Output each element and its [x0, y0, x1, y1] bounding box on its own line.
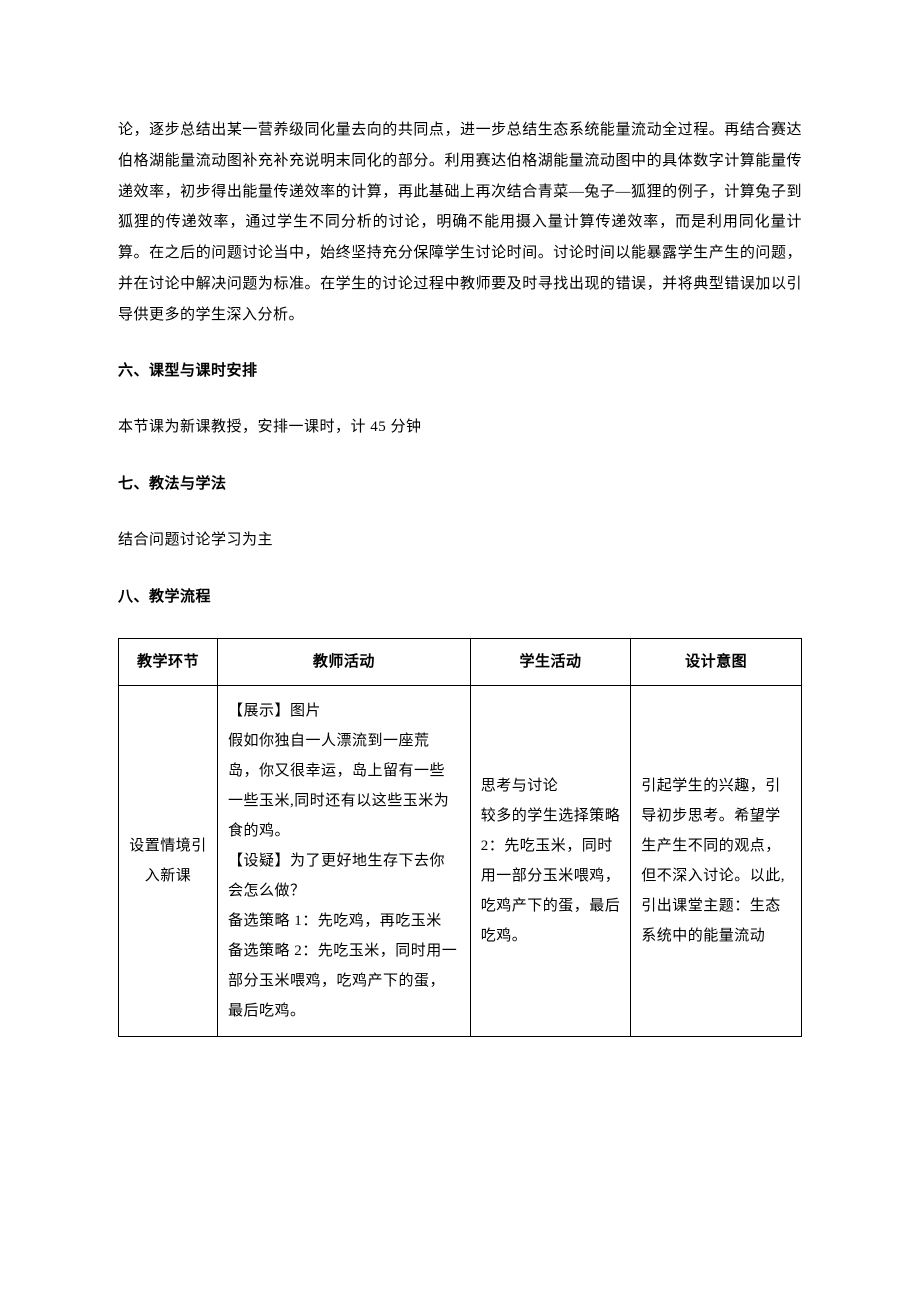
teaching-flow-table: 教学环节 教师活动 学生活动 设计意图 设置情境引入新课 【展示】图片假如你独自… [118, 638, 802, 1037]
cell-student-activity: 思考与讨论较多的学生选择策略 2：先吃玉米，同时用一部分玉米喂鸡，吃鸡产下的蛋，… [470, 685, 631, 1036]
heading-section-8: 八、教学流程 [118, 582, 802, 612]
paragraph-methodology: 论，逐步总结出某一营养级同化量去向的共同点，进一步总结生态系统能量流动全过程。再… [118, 115, 802, 330]
header-col-3: 学生活动 [470, 638, 631, 685]
table-row: 设置情境引入新课 【展示】图片假如你独自一人漂流到一座荒岛，你又很幸运，岛上留有… [119, 685, 802, 1036]
table-header-row: 教学环节 教师活动 学生活动 设计意图 [119, 638, 802, 685]
header-col-4: 设计意图 [631, 638, 802, 685]
header-col-1: 教学环节 [119, 638, 218, 685]
cell-teacher-activity: 【展示】图片假如你独自一人漂流到一座荒岛，你又很幸运，岛上留有一些一些玉米,同时… [218, 685, 471, 1036]
page-container: 论，逐步总结出某一营养级同化量去向的共同点，进一步总结生态系统能量流动全过程。再… [0, 0, 920, 1302]
cell-design-intent: 引起学生的兴趣，引导初步思考。希望学生产生不同的观点，但不深入讨论。以此,引出课… [631, 685, 802, 1036]
cell-stage: 设置情境引入新课 [119, 685, 218, 1036]
paragraph-section-7: 结合问题讨论学习为主 [118, 525, 802, 556]
heading-section-7: 七、教法与学法 [118, 469, 802, 499]
header-col-2: 教师活动 [218, 638, 471, 685]
paragraph-section-6: 本节课为新课教授，安排一课时，计 45 分钟 [118, 412, 802, 443]
heading-section-6: 六、课型与课时安排 [118, 356, 802, 386]
